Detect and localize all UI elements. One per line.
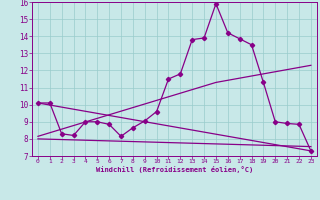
X-axis label: Windchill (Refroidissement éolien,°C): Windchill (Refroidissement éolien,°C) <box>96 166 253 173</box>
